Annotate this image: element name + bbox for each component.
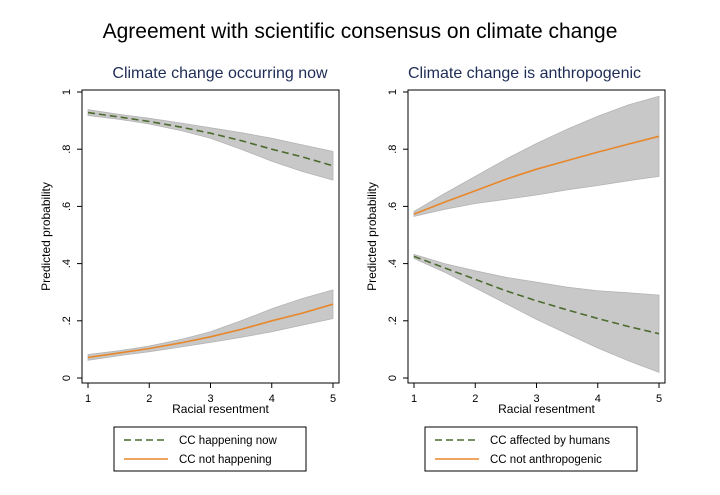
figure-title: Agreement with scientific consensus on c… — [103, 20, 618, 43]
x-tick-label: 4 — [269, 393, 275, 405]
legend-label-2: CC not anthropogenic — [490, 454, 602, 466]
series-line-1 — [87, 111, 334, 167]
y-tick-label: 1 — [61, 89, 73, 95]
legend-box — [424, 426, 638, 472]
legend-label-2: CC not happening — [179, 454, 272, 466]
y-tick-label: .6 — [387, 202, 399, 211]
y-tick-label: .6 — [61, 202, 73, 211]
x-tick-label: 2 — [472, 393, 478, 405]
legend-label-1: CC affected by humans — [490, 435, 610, 447]
y-tick-label: .2 — [61, 316, 73, 325]
y-axis-label: Predicted probability — [39, 182, 53, 291]
x-tick-label: 1 — [85, 393, 91, 405]
confidence-band-1 — [413, 253, 660, 373]
panel-background — [70, 58, 360, 440]
legend: CC affected by humans CC not anthropogeni… — [424, 426, 638, 472]
x-tick-label: 1 — [411, 393, 417, 405]
x-tick-label: 4 — [595, 393, 601, 405]
panel-title: Climate change is anthropogenic — [408, 65, 641, 82]
y-tick-label: .4 — [387, 259, 399, 268]
chart-panel-2: Climate change is anthropogenic 0 .2 .4 .6 .8… — [365, 58, 672, 472]
chart-panel-1: Climate change occurring now 0 .2 .4 .6 .8 1 1 2… — [39, 58, 360, 472]
panel-title: Climate change occurring now — [112, 65, 328, 82]
series-line-2 — [87, 303, 334, 359]
y-tick-label: 0 — [387, 375, 399, 381]
y-tick-label: 1 — [387, 89, 399, 95]
chart-panels: Climate change occurring now 0 .2 .4 .6 .8 1 1 2… — [39, 58, 672, 472]
y-tick-label: .8 — [61, 145, 73, 154]
x-axis-label: Racial resentment — [498, 402, 595, 416]
x-axis-label: Racial resentment — [172, 402, 269, 416]
x-tick-label: 3 — [207, 393, 213, 405]
series-line-1 — [413, 255, 660, 335]
legend: CC happening now CC not happening — [113, 426, 307, 472]
series-line-2 — [413, 135, 660, 215]
y-tick-label: .8 — [387, 145, 399, 154]
legend-label-1: CC happening now — [179, 435, 278, 447]
x-tick-label: 3 — [533, 393, 539, 405]
confidence-band-2 — [413, 95, 660, 217]
y-axis-label: Predicted probability — [365, 182, 379, 291]
x-tick-label: 2 — [146, 393, 152, 405]
y-tick-label: .4 — [61, 259, 73, 268]
legend-box — [113, 426, 307, 472]
y-tick-label: 0 — [61, 375, 73, 381]
y-tick-label: .2 — [387, 316, 399, 325]
x-tick-label: 5 — [656, 393, 662, 405]
x-tick-label: 5 — [330, 393, 336, 405]
